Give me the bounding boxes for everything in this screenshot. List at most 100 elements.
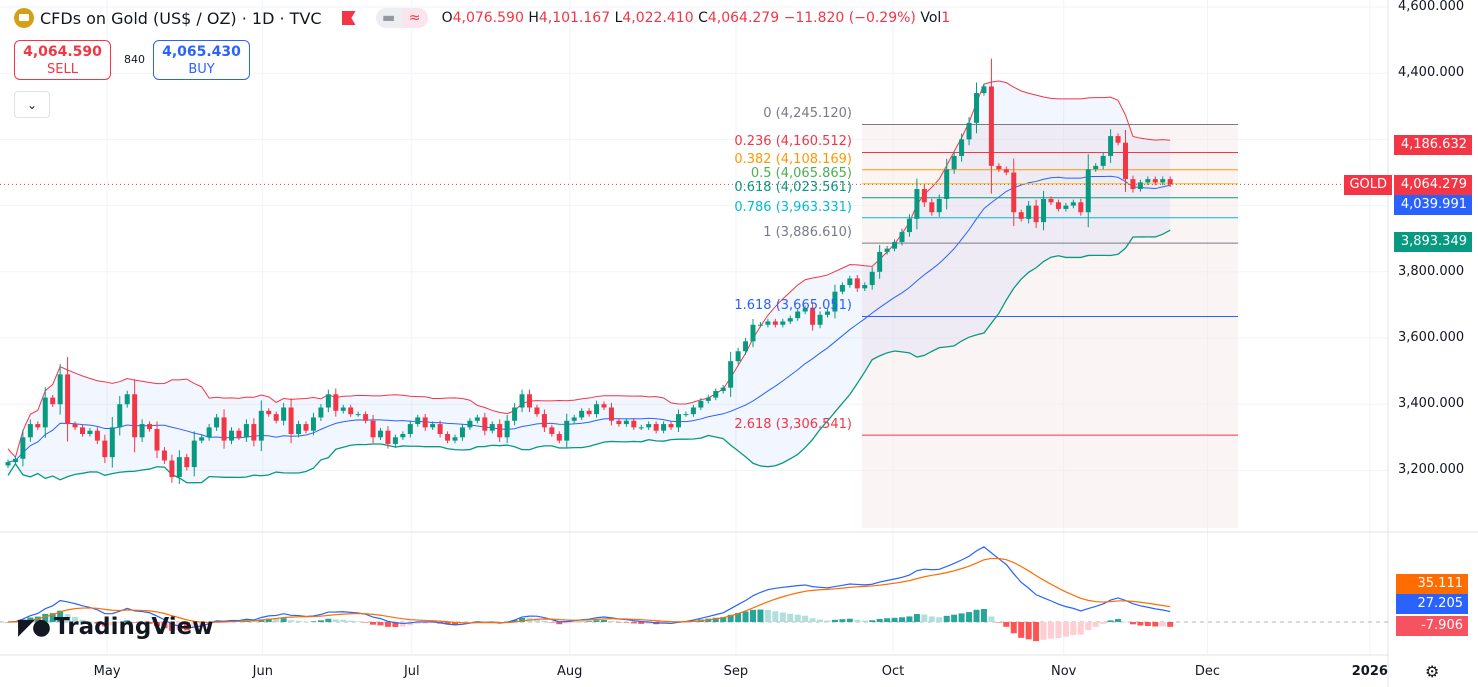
approx-icon: ≈ xyxy=(401,8,428,28)
candle-body xyxy=(556,433,562,441)
candle xyxy=(616,418,622,427)
candle xyxy=(1085,154,1091,228)
macd-histogram-bar xyxy=(1077,622,1084,635)
macd-histogram-bar xyxy=(49,613,56,622)
candle-body xyxy=(743,341,749,352)
candle xyxy=(72,421,78,431)
candle xyxy=(884,245,890,255)
macd-histogram-bar xyxy=(995,622,1002,623)
candle xyxy=(35,421,41,431)
candle xyxy=(556,431,562,444)
macd-histogram-bar xyxy=(1129,622,1136,625)
candle xyxy=(832,284,838,319)
macd-histogram-bar xyxy=(310,621,317,622)
minus-icon: ▬ xyxy=(375,8,402,28)
macd-histogram-bar xyxy=(511,620,518,622)
candle xyxy=(27,419,33,442)
candle-body xyxy=(668,424,674,428)
macd-histogram-bar xyxy=(764,609,771,622)
candle-body xyxy=(646,424,652,428)
price-tick-label: 3,600.000 xyxy=(1398,330,1465,345)
buy-button[interactable]: 4,065.430 BUY xyxy=(153,40,250,80)
macd-histogram-bar xyxy=(1055,622,1062,638)
candle xyxy=(564,413,570,448)
candle xyxy=(1100,152,1106,170)
candle-body xyxy=(601,404,607,408)
sell-label: SELL xyxy=(47,62,78,77)
candle xyxy=(728,351,734,397)
time-tick-label: Oct xyxy=(881,664,905,679)
candle xyxy=(251,418,257,447)
macd-histogram-bar xyxy=(1144,622,1151,626)
candle xyxy=(273,411,279,424)
macd-histogram-bar xyxy=(831,619,838,622)
candle-body xyxy=(839,285,845,292)
candle-body xyxy=(921,189,927,203)
symbol-tag: GOLD xyxy=(1344,175,1392,195)
candle-body xyxy=(527,394,532,408)
candle-body xyxy=(810,308,816,325)
price-tick-label: 3,200.000 xyxy=(1398,462,1465,478)
macd-histogram-bar xyxy=(757,609,764,622)
candle xyxy=(497,419,503,442)
macd-histogram-bar xyxy=(414,622,421,624)
candle-body xyxy=(87,430,93,434)
candle-body xyxy=(892,242,898,249)
macd-histogram-bar xyxy=(608,621,615,622)
symbol-title[interactable]: CFDs on Gold (US$ / OZ) · 1D · TVC xyxy=(40,8,322,28)
candle xyxy=(1055,199,1061,212)
candle xyxy=(512,402,518,426)
macd-histogram-bar xyxy=(988,616,995,622)
macd-histogram-bar xyxy=(645,622,652,624)
sell-button[interactable]: 4,064.590 SELL xyxy=(14,40,111,80)
macd-histogram-bar xyxy=(273,618,280,622)
ohlc-readout: O4,076.590 H4,101.167 L4,022.410 C4,064.… xyxy=(441,10,951,26)
macd-histogram-bar xyxy=(1048,622,1054,639)
candle-body xyxy=(415,417,421,425)
candle xyxy=(750,318,756,348)
macd-histogram-bar xyxy=(958,613,965,622)
candle-body xyxy=(1123,142,1128,180)
candle xyxy=(340,404,346,414)
candle xyxy=(1093,163,1099,172)
macd-histogram-bar xyxy=(1003,622,1010,627)
tradingview-logo[interactable]: ◤● TradingView xyxy=(18,614,213,640)
gold-symbol-icon xyxy=(14,8,34,28)
collapse-button[interactable]: ⌄ xyxy=(14,91,50,118)
candle-body xyxy=(1167,179,1173,185)
flag-icon[interactable] xyxy=(341,11,356,25)
macd-histogram-bar xyxy=(1152,622,1159,627)
candle-body xyxy=(780,321,786,325)
macd-histogram-bar xyxy=(593,620,600,622)
candle xyxy=(12,456,18,465)
macd-histogram-bar xyxy=(1167,622,1174,627)
candle xyxy=(214,413,220,431)
macd-histogram-bar xyxy=(452,622,458,625)
candle xyxy=(929,198,935,216)
macd-histogram-bar xyxy=(735,612,742,622)
bb-lower-line xyxy=(7,229,1171,484)
candle xyxy=(1063,202,1069,212)
candle-body xyxy=(1152,179,1158,183)
candle xyxy=(154,421,160,459)
candle xyxy=(236,428,242,440)
macd-histogram-bar xyxy=(779,612,786,622)
settings-icon[interactable]: ⚙ xyxy=(1425,662,1440,681)
macd-histogram-bar xyxy=(198,622,205,626)
candle xyxy=(1048,196,1054,205)
macd-histogram-bar xyxy=(891,617,898,622)
candle xyxy=(325,389,331,413)
market-status-pill[interactable]: ▬ ≈ xyxy=(375,8,428,28)
candle xyxy=(296,420,302,438)
candle-body xyxy=(42,397,48,428)
candle xyxy=(854,274,860,292)
candle-body xyxy=(459,427,465,438)
candle-body xyxy=(579,410,585,418)
candle-body xyxy=(720,387,726,391)
macd-histogram-bar xyxy=(109,622,116,626)
candle xyxy=(951,151,957,174)
candle xyxy=(504,414,510,444)
candle xyxy=(996,163,1002,172)
candle xyxy=(422,413,428,431)
